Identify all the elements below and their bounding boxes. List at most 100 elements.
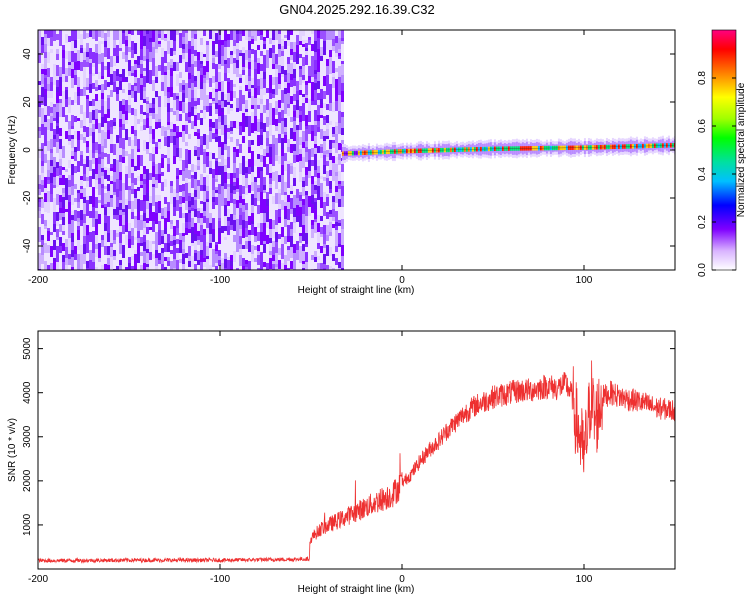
noise-cell (164, 30, 167, 34)
noise-cell (218, 72, 221, 82)
noise-cell (167, 194, 170, 202)
noise-cell (80, 128, 83, 134)
noise-cell (110, 257, 113, 265)
noise-cell (80, 226, 83, 235)
noise-cell (248, 174, 251, 185)
noise-cell (260, 51, 263, 56)
noise-cell (158, 41, 161, 44)
noise-cell (149, 134, 152, 143)
noise-cell (326, 78, 329, 87)
noise-cell (119, 203, 122, 210)
noise-cell (53, 224, 56, 232)
noise-cell (248, 225, 251, 230)
noise-cell (308, 125, 311, 134)
noise-cell (254, 166, 257, 170)
noise-cell (209, 234, 212, 243)
noise-cell (89, 112, 92, 123)
noise-cell (116, 237, 119, 244)
noise-cell (98, 173, 101, 178)
noise-cell (275, 109, 278, 115)
noise-cell (299, 41, 302, 45)
noise-cell (227, 209, 230, 217)
noise-cell (233, 163, 236, 173)
noise-cell (131, 134, 134, 140)
noise-cell (53, 188, 56, 198)
noise-cell (230, 73, 233, 76)
noise-cell (215, 158, 218, 161)
noise-cell (329, 93, 332, 103)
noise-cell (128, 90, 131, 95)
noise-cell (272, 204, 275, 211)
noise-cell (284, 161, 287, 171)
noise-cell (167, 158, 170, 164)
noise-cell (311, 116, 314, 125)
noise-cell (194, 150, 197, 156)
noise-cell (149, 180, 152, 186)
noise-cell (302, 233, 305, 241)
noise-cell (239, 244, 242, 249)
noise-cell (215, 106, 218, 109)
noise-cell (329, 189, 332, 193)
noise-cell (242, 70, 245, 75)
noise-cell (185, 75, 188, 83)
noise-cell (44, 154, 47, 163)
noise-cell (191, 193, 194, 197)
noise-cell (62, 107, 65, 117)
noise-cell (149, 186, 152, 196)
noise-cell (140, 137, 143, 147)
noise-cell (98, 85, 101, 90)
noise-cell (245, 85, 248, 91)
noise-cell (167, 70, 170, 79)
noise-cell (257, 205, 260, 214)
noise-cell (200, 38, 203, 45)
noise-cell (44, 173, 47, 177)
noise-cell (299, 90, 302, 95)
noise-cell (239, 111, 242, 122)
noise-cell (164, 146, 167, 155)
noise-cell (329, 30, 332, 40)
noise-cell (314, 110, 317, 121)
noise-cell (287, 152, 290, 156)
noise-cell (89, 211, 92, 218)
noise-cell (260, 149, 263, 155)
noise-cell (335, 258, 338, 265)
noise-cell (176, 193, 179, 200)
noise-cell (269, 58, 272, 66)
noise-cell (56, 65, 59, 76)
noise-cell (155, 77, 158, 83)
noise-cell (122, 69, 125, 78)
noise-cell (191, 197, 194, 205)
noise-cell (179, 48, 182, 55)
noise-cell (173, 132, 176, 136)
noise-cell (302, 75, 305, 80)
noise-cell (245, 241, 248, 244)
noise-cell (50, 77, 53, 82)
noise-cell (320, 168, 323, 176)
noise-cell (95, 109, 98, 119)
noise-cell (308, 134, 311, 138)
noise-cell (245, 228, 248, 237)
noise-cell (65, 111, 68, 115)
noise-cell (41, 245, 44, 255)
noise-cell (290, 185, 293, 191)
noise-cell (152, 33, 155, 42)
noise-cell (296, 232, 299, 241)
noise-cell (236, 68, 239, 77)
noise-cell (260, 104, 263, 113)
noise-cell (218, 150, 221, 159)
noise-cell (185, 125, 188, 134)
noise-cell (338, 181, 341, 184)
noise-cell (341, 172, 344, 181)
noise-cell (176, 99, 179, 110)
noise-cell (116, 87, 119, 94)
noise-cell (191, 188, 194, 193)
noise-cell (134, 77, 137, 83)
noise-cell (188, 88, 191, 97)
noise-cell (293, 34, 296, 42)
noise-cell (146, 193, 149, 201)
noise-cell (206, 106, 209, 112)
noise-cell (242, 132, 245, 136)
noise-cell (314, 52, 317, 60)
noise-cell (209, 116, 212, 119)
noise-cell (152, 42, 155, 47)
